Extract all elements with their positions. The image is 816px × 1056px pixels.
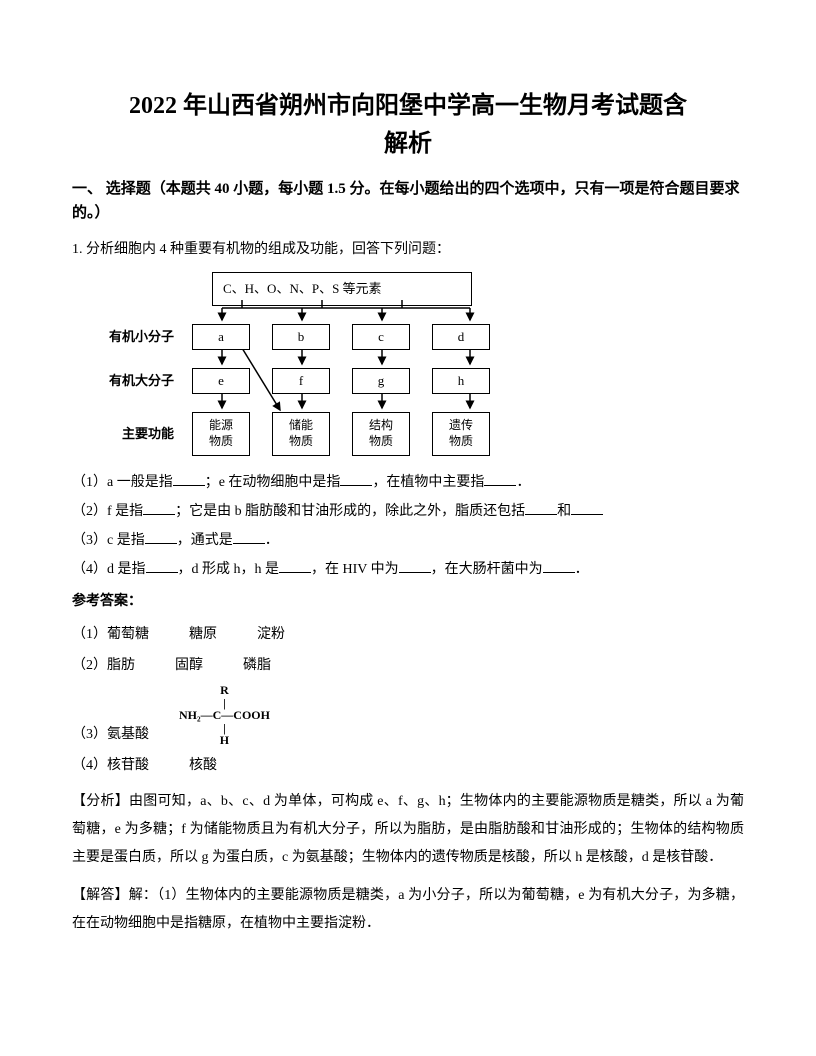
blank	[146, 559, 178, 573]
row-label-large: 有机大分子	[72, 369, 192, 392]
s1b: ；e 在动物细胞中是指	[205, 475, 341, 490]
s2c: 和	[557, 504, 571, 519]
s1a: （1）a 一般是指	[72, 475, 173, 490]
amino-nh2: NH₂—	[179, 709, 213, 722]
s4b: ，d 形成 h，h 是	[178, 562, 280, 577]
s3a: （3）c 是指	[72, 533, 145, 548]
blank	[525, 501, 557, 515]
amino-c: C	[213, 709, 222, 722]
box-h: h	[432, 368, 490, 394]
f2l2: 物质	[369, 434, 393, 450]
q1-stem: 1. 分析细胞内 4 种重要有机物的组成及功能，回答下列问题：	[72, 237, 744, 262]
s1c: ，在植物中主要指	[372, 475, 484, 490]
a2-0: （2）脂肪	[72, 653, 135, 678]
s4a: （4）d 是指	[72, 562, 146, 577]
diagram-row-large: 有机大分子 e f g h	[72, 368, 744, 394]
s4e: ．	[575, 562, 589, 577]
ans-1: （1）葡萄糖 糖原 淀粉	[72, 622, 744, 647]
answer-label: 参考答案：	[72, 589, 744, 614]
box-e: e	[192, 368, 250, 394]
box-g: g	[352, 368, 410, 394]
box-func-2: 结构物质	[352, 412, 410, 456]
exam-title-line2: 解析	[72, 128, 744, 162]
amino-cooh: —COOH	[221, 709, 270, 722]
a4-1: 核酸	[189, 753, 217, 778]
box-c: c	[352, 324, 410, 350]
box-func-1: 储能物质	[272, 412, 330, 456]
a4-0: （4）核苷酸	[72, 753, 149, 778]
a2-2: 磷脂	[243, 653, 271, 678]
f2l1: 结构	[369, 418, 393, 434]
amino-acid-structure: R | NH₂— C —COOH | H	[179, 684, 270, 747]
f1l2: 物质	[289, 434, 313, 450]
f3l2: 物质	[449, 434, 473, 450]
box-d: d	[432, 324, 490, 350]
a1-0: （1）葡萄糖	[72, 622, 149, 647]
amino-h: H	[220, 734, 229, 747]
diagram-row-small: 有机小分子 a b c d	[72, 324, 744, 350]
amino-r: R	[220, 684, 229, 697]
f0l2: 物质	[209, 434, 233, 450]
box-b: b	[272, 324, 330, 350]
blank	[484, 472, 516, 486]
row-label-func: 主要功能	[72, 422, 192, 445]
s4c: ，在 HIV 中为	[311, 562, 399, 577]
s1d: ．	[516, 475, 530, 490]
q1-sub4: （4）d 是指 ，d 形成 h，h 是 ，在 HIV 中为 ，在大肠杆菌中为 ．	[72, 557, 744, 582]
blank	[399, 559, 431, 573]
blank	[571, 501, 603, 515]
s3b: ，通式是	[177, 533, 233, 548]
blank	[340, 472, 372, 486]
q1-sub2: （2）f 是指 ；它是由 b 脂肪酸和甘油形成的，除此之外，脂质还包括 和	[72, 499, 744, 524]
ans-3: （3）氨基酸 R | NH₂— C —COOH | H	[72, 684, 744, 747]
q1-sub1: （1）a 一般是指 ；e 在动物细胞中是指 ，在植物中主要指 ．	[72, 470, 744, 495]
box-func-3: 遗传物质	[432, 412, 490, 456]
a1-2: 淀粉	[257, 622, 285, 647]
analysis-para: 【分析】由图可知，a、b、c、d 为单体，可构成 e、f、g、h；生物体内的主要…	[72, 788, 744, 872]
diagram-row-func: 主要功能 能源物质 储能物质 结构物质 遗传物质	[72, 412, 744, 456]
blank	[173, 472, 205, 486]
explain-para: 【解答】解：（1）生物体内的主要能源物质是糖类，a 为小分子，所以为葡萄糖，e …	[72, 882, 744, 938]
blank	[145, 530, 177, 544]
s4d: ，在大肠杆菌中为	[431, 562, 543, 577]
s3c: ．	[265, 533, 279, 548]
section-1-header: 一、 选择题（本题共 40 小题，每小题 1.5 分。在每小题给出的四个选项中，…	[72, 177, 744, 225]
a1-1: 糖原	[189, 622, 217, 647]
a3: （3）氨基酸	[72, 722, 149, 747]
blank	[143, 501, 175, 515]
exam-title-line1: 2022 年山西省朔州市向阳堡中学高一生物月考试题含	[72, 90, 744, 124]
f3l1: 遗传	[449, 418, 473, 434]
q1-diagram: C、H、O、N、P、S 等元素 有机小分子 a b	[72, 272, 744, 455]
s2a: （2）f 是指	[72, 504, 143, 519]
blank	[543, 559, 575, 573]
a2-1: 固醇	[175, 653, 203, 678]
diagram-top-box: C、H、O、N、P、S 等元素	[212, 272, 472, 305]
box-func-0: 能源物质	[192, 412, 250, 456]
blank	[233, 530, 265, 544]
q1-sub3: （3）c 是指 ，通式是 ．	[72, 528, 744, 553]
row-label-small: 有机小分子	[72, 325, 192, 348]
s2b: ；它是由 b 脂肪酸和甘油形成的，除此之外，脂质还包括	[175, 504, 525, 519]
f0l1: 能源	[209, 418, 233, 434]
ans-2: （2）脂肪 固醇 磷脂	[72, 653, 744, 678]
box-f: f	[272, 368, 330, 394]
f1l1: 储能	[289, 418, 313, 434]
blank	[279, 559, 311, 573]
box-a: a	[192, 324, 250, 350]
ans-4: （4）核苷酸 核酸	[72, 753, 744, 778]
